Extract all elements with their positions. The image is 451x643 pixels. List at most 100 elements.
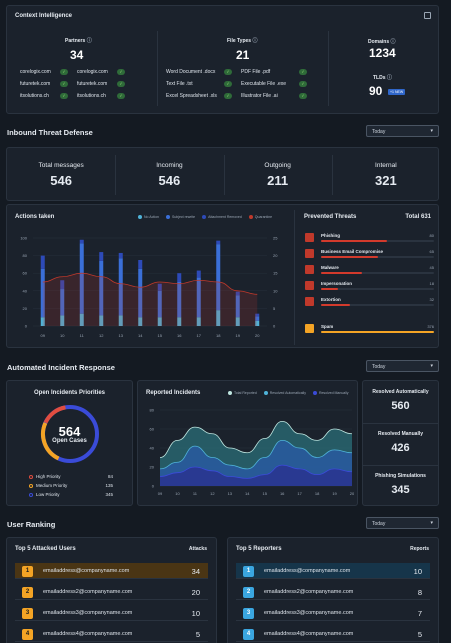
y-tick-label: 0 (152, 484, 155, 489)
air-stats-card: Resolved Automatically 560 Resolved Manual… (362, 380, 439, 506)
divider (363, 465, 438, 466)
info-icon: ⓘ (390, 39, 396, 45)
x-tick-label: 17 (297, 491, 302, 496)
context-list-item: itsolutions.ch (77, 93, 106, 99)
priority-name: High Priority (36, 474, 61, 479)
threat-bar (321, 256, 434, 258)
ranking-row[interactable]: 2 emailaddress2@companyname.com 8 (236, 584, 430, 600)
legend-label: Resolved Automatically (269, 391, 306, 395)
rank-count: 5 (417, 630, 422, 639)
x-tick-label: 13 (119, 333, 124, 338)
air-period-dropdown[interactable]: Today ▾ (366, 360, 439, 372)
threat-row: Spam 376 (305, 324, 434, 338)
context-list-item: PDF File .pdf (241, 69, 271, 75)
y-tick-label: 100 (20, 236, 27, 241)
actions-bar (196, 277, 201, 318)
ranking-row[interactable]: 1 emailaddress@companyname.com 10 (236, 563, 430, 579)
actions-bar (138, 268, 143, 318)
y2-tick-label: 15 (273, 271, 278, 276)
threat-value: 18 (429, 281, 434, 286)
actions-bar (235, 317, 240, 326)
actions-bar (255, 320, 260, 326)
threat-bar (321, 288, 434, 290)
legend-dot (165, 215, 170, 220)
x-tick-label: 10 (175, 491, 180, 496)
air-stat-value: 345 (391, 484, 410, 496)
legend-item: Attachment Removed (202, 215, 242, 220)
legend-dot (263, 391, 268, 396)
file-types-label: File Types ⓘ (227, 38, 258, 44)
y-tick-label: 60 (150, 427, 155, 432)
legend-dot (248, 215, 253, 220)
ranking-period-dropdown[interactable]: Today ▾ (366, 517, 439, 529)
inbound-period-dropdown[interactable]: Today ▾ (366, 125, 439, 137)
reported-line (159, 439, 353, 470)
divider (363, 423, 438, 424)
threat-row: Business Email Compromise 65 (305, 249, 434, 263)
reported-incidents-card: Reported Incidents Total Reported Resolve… (137, 380, 358, 506)
priority-row: Medium Priority 135 (29, 483, 113, 488)
threat-bar (321, 331, 434, 333)
shield-icon: ✓ (60, 81, 68, 87)
divider (115, 155, 117, 195)
x-tick-label: 15 (158, 333, 163, 338)
inbound-stats-card: Total messages 546 Incoming 546 Outgoing 211 I… (6, 147, 439, 201)
rank-count: 10 (191, 609, 200, 618)
priority-dot-icon (29, 492, 33, 497)
threat-bar (321, 272, 434, 274)
ranking-row[interactable]: 3 emailaddress3@companyname.com 10 (15, 605, 208, 621)
context-list-item: futuretek.com (77, 81, 108, 87)
actions-title: Actions taken (15, 214, 55, 220)
threat-icon (305, 233, 314, 242)
air-stat-label: Resolved Automatically (372, 389, 429, 395)
x-tick-label: 14 (138, 333, 143, 338)
inbound-stat: Outgoing 211 (224, 148, 332, 202)
x-tick-label: 14 (245, 491, 250, 496)
quarantine-area (42, 273, 258, 326)
external-link-icon[interactable] (424, 12, 431, 19)
x-tick-label: 16 (177, 333, 182, 338)
context-list-item: corelogix.com (77, 69, 108, 75)
chevron-down-icon: ▾ (430, 128, 433, 134)
rank-badge: 4 (243, 629, 254, 640)
context-list-item: corelogix.com (20, 69, 51, 75)
actions-bar (99, 260, 104, 316)
rank-badge: 1 (243, 566, 254, 577)
threat-bar-fill (321, 304, 351, 306)
context-list-item: itsolutions.ch (20, 93, 49, 99)
shield-icon: ✓ (299, 81, 307, 87)
actions-bar (255, 313, 260, 317)
actions-bar (177, 273, 182, 282)
inbound-stat-label: Internal (375, 162, 397, 169)
threat-bar-fill (321, 288, 338, 290)
x-tick-label: 17 (197, 333, 202, 338)
threat-bar-fill (321, 256, 378, 258)
info-icon: ⓘ (252, 38, 258, 44)
x-tick-label: 10 (60, 333, 65, 338)
actions-legend: No Action Subject rewrite Attachment Remov… (138, 215, 279, 220)
open-incidents-card: Open Incidents Priorities 564 Open Cases… (6, 380, 133, 506)
user-email: emailaddress4@companyname.com (43, 631, 133, 637)
actions-bar (157, 283, 162, 291)
ranking-row[interactable]: 1 emailaddress@companyname.com 34 (15, 563, 208, 579)
inbound-stat: Internal 321 (332, 148, 440, 202)
reported-legend: Total Reported Resolved Automatically Reso… (228, 391, 356, 396)
context-title: Context Intelligence (15, 13, 73, 19)
user-email: emailaddress2@companyname.com (43, 589, 133, 595)
ranking-row[interactable]: 4 emailaddress4@companyname.com 5 (236, 626, 430, 642)
ranking-row[interactable]: 4 emailaddress4@companyname.com 5 (15, 626, 208, 642)
priority-value: 135 (105, 483, 113, 488)
actions-bar (40, 255, 45, 269)
user-email: emailaddress3@companyname.com (264, 610, 354, 616)
actions-bar (216, 310, 221, 326)
ranking-row[interactable]: 3 emailaddress3@companyname.com 7 (236, 605, 430, 621)
rank-badge: 4 (22, 629, 33, 640)
shield-icon: ✓ (224, 81, 232, 87)
reported-chart: 0 20 40 60 80 09 10 11 12 13 14 15 16 17 18 19 20 (150, 408, 354, 497)
ranking-row[interactable]: 2 emailaddress2@companyname.com 20 (15, 584, 208, 600)
threat-bar (321, 304, 434, 306)
x-tick-label: 12 (99, 333, 104, 338)
open-cases-label: Open Cases (52, 438, 87, 444)
reported-area (160, 465, 352, 486)
x-tick-label: 19 (236, 333, 241, 338)
